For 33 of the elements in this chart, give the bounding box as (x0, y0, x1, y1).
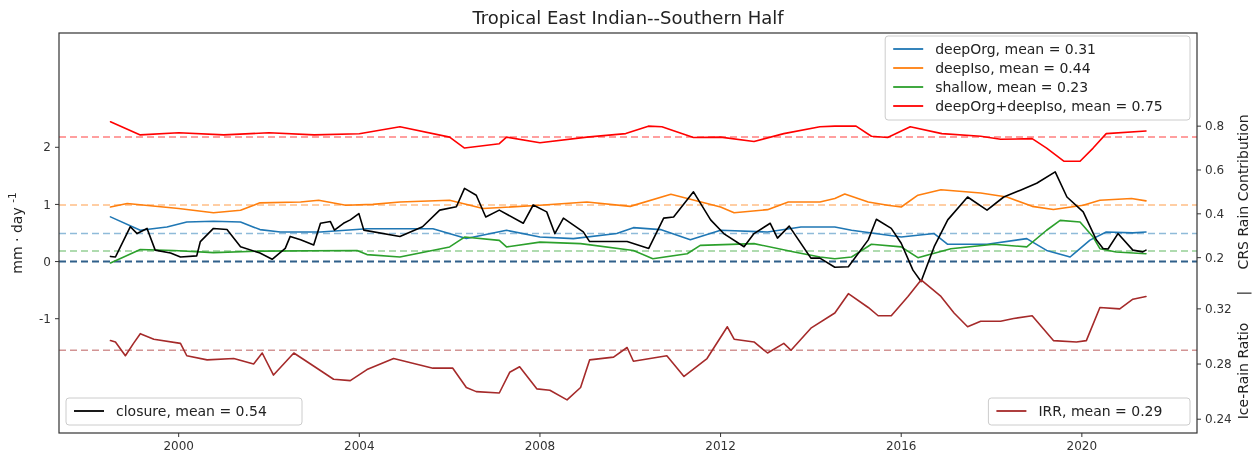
y3-axis-title: Ice-Rain Ratio (1235, 322, 1251, 420)
legend-label: shallow, mean = 0.23 (935, 79, 1089, 95)
x-tick-label: 2012 (705, 439, 736, 453)
line-series (109, 188, 1147, 214)
line-series (109, 279, 1147, 401)
text: | (1235, 290, 1252, 296)
line-series (109, 171, 1147, 283)
y3-tick-label: 0.32 (1205, 302, 1232, 317)
y3-tick-label: 0.28 (1205, 357, 1232, 372)
y-tick-label: 2 (43, 140, 51, 155)
y-tick-label: 1 (43, 197, 51, 212)
line-series (109, 216, 1147, 258)
y2-tick-label: 0.2 (1205, 250, 1225, 265)
legend-label: closure, mean = 0.54 (116, 403, 267, 419)
y3-tick-label: 0.24 (1205, 412, 1232, 427)
y2-tick-label: 0.8 (1205, 119, 1225, 134)
legend-label: IRR, mean = 0.29 (1038, 403, 1163, 419)
legend-label: deepOrg+deepIso, mean = 0.75 (935, 98, 1163, 114)
legend-label: deepOrg, mean = 0.31 (935, 41, 1097, 57)
x-tick-label: 2000 (163, 439, 194, 453)
x-tick-label: 2016 (885, 439, 917, 453)
x-tick-label: 2020 (1066, 439, 1098, 453)
x-tick-label: 2004 (344, 439, 375, 453)
y2-tick-label: 0.6 (1205, 163, 1225, 178)
chart-title: Tropical East Indian--Southern Half (471, 7, 785, 28)
line-series (109, 120, 1147, 163)
y2-axis-title: CRS Rain Contribution (1235, 114, 1251, 270)
y-tick-label: -1 (39, 311, 51, 326)
x-tick-label: 2008 (524, 439, 556, 453)
line-series (109, 219, 1147, 264)
y2-tick-label: 0.4 (1205, 207, 1225, 222)
y-tick-label: 0 (43, 254, 51, 269)
legend-label: deepIso, mean = 0.44 (935, 60, 1091, 76)
